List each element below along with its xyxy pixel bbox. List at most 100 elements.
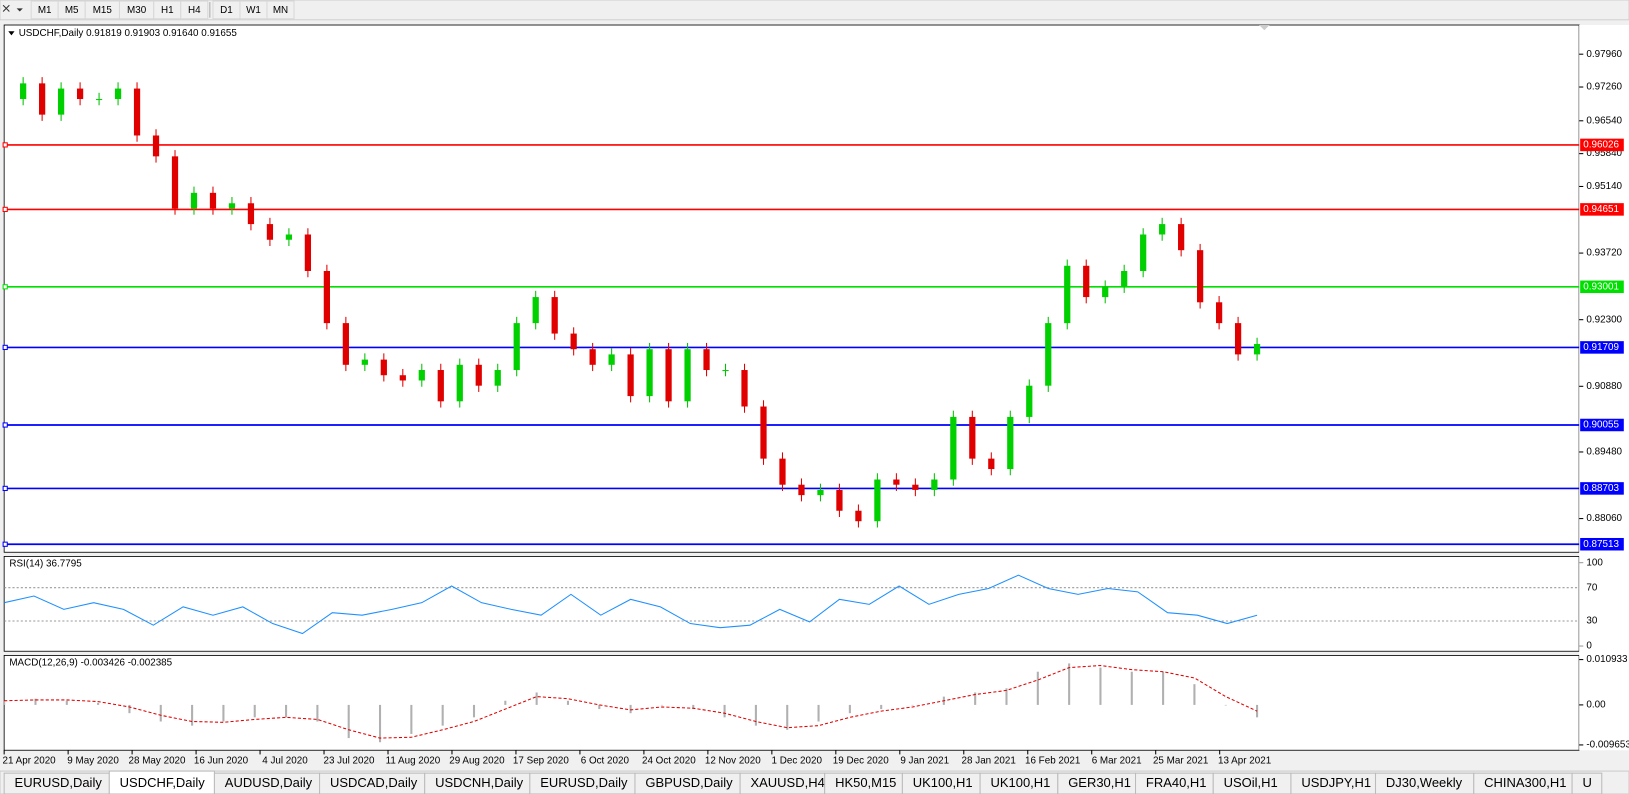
tab-label[interactable]: UK100,H1 xyxy=(913,775,973,790)
price-tick-label: 0.95140 xyxy=(1586,181,1622,192)
date-label: 13 Apr 2021 xyxy=(1218,755,1272,766)
candle xyxy=(608,354,615,365)
candle xyxy=(817,489,824,496)
timeframe-button[interactable] xyxy=(180,0,209,20)
tab-label[interactable]: CHINA300,H1 xyxy=(1484,775,1566,790)
timeframe-label[interactable]: H1 xyxy=(161,5,174,16)
date-label: 11 Aug 2020 xyxy=(386,755,441,766)
main-panel xyxy=(3,24,1580,553)
tab-label[interactable]: HK50,M15 xyxy=(835,775,896,790)
tab-label[interactable]: XAUUSD,H4 xyxy=(751,775,825,790)
date-label: 4 Jul 2020 xyxy=(262,755,308,766)
date-label: 25 Mar 2021 xyxy=(1153,755,1209,766)
macd-bar xyxy=(1224,704,1227,706)
candle xyxy=(323,270,330,324)
candle xyxy=(171,156,179,209)
candle xyxy=(133,88,141,136)
timeframe-button[interactable] xyxy=(266,0,295,20)
macd-bar xyxy=(1005,688,1008,705)
timeframe-label[interactable]: W1 xyxy=(246,5,261,16)
timeframe-label[interactable]: H4 xyxy=(188,5,201,16)
chart-header: USDCHF,Daily 0.91819 0.91903 0.91640 0.9… xyxy=(19,28,238,39)
candle xyxy=(190,192,198,209)
level-label: 0.90055 xyxy=(1583,420,1619,431)
candle xyxy=(494,370,501,386)
level-label-bg xyxy=(1580,138,1624,152)
tab[interactable] xyxy=(1571,772,1603,794)
timeframe-label[interactable]: M15 xyxy=(93,5,113,16)
candle xyxy=(152,135,160,157)
tab-label[interactable]: AUDUSD,Daily xyxy=(225,775,313,790)
shift-marker xyxy=(1259,25,1270,31)
macd-bar xyxy=(410,704,413,734)
date-label: 28 Jan 2021 xyxy=(962,755,1017,766)
candle xyxy=(304,234,312,271)
macd-bar xyxy=(504,700,507,705)
candle xyxy=(209,192,217,209)
tab-label[interactable]: USDCHF,Daily xyxy=(120,775,206,790)
tab-label[interactable]: DJ30,Weekly xyxy=(1386,775,1463,790)
candle xyxy=(1253,343,1261,355)
macd-bar xyxy=(754,704,757,726)
date-label: 6 Mar 2021 xyxy=(1092,755,1142,766)
date-label: 9 Jan 2021 xyxy=(900,755,949,766)
tab-label[interactable]: USDJPY,H1 xyxy=(1301,775,1371,790)
macd-bar xyxy=(692,704,695,710)
candle xyxy=(836,489,843,511)
timeframe-label[interactable]: D1 xyxy=(220,5,233,16)
macd-bar xyxy=(911,704,914,706)
macd-bar xyxy=(97,702,100,705)
tab-label[interactable]: UK100,H1 xyxy=(990,775,1050,790)
tab-label[interactable]: USDCAD,Daily xyxy=(330,775,418,790)
date-label: 29 Aug 2020 xyxy=(449,755,505,766)
timeframe-label[interactable]: MN xyxy=(273,5,288,16)
macd-bar xyxy=(1068,663,1071,705)
rsi-tick-label: 30 xyxy=(1586,616,1597,627)
candle xyxy=(1197,250,1204,303)
toolbar-icon[interactable] xyxy=(2,4,10,12)
candle xyxy=(893,479,900,485)
tab-label[interactable]: USDCNH,Daily xyxy=(435,775,523,790)
candle xyxy=(380,359,387,376)
tab-label[interactable]: U xyxy=(1582,775,1591,790)
candle xyxy=(76,88,84,100)
candle xyxy=(1026,385,1033,417)
level-label-bg xyxy=(1580,203,1624,216)
candle xyxy=(342,323,349,365)
timeframe-label[interactable]: M1 xyxy=(38,5,52,16)
rsi-tick-label: 100 xyxy=(1586,557,1603,568)
rsi-tick-label: 0 xyxy=(1586,641,1592,652)
level-handle xyxy=(2,142,8,148)
tab-label[interactable]: USOil,H1 xyxy=(1224,775,1278,790)
tab-label[interactable]: EURUSD,Daily xyxy=(15,775,103,790)
tab-label[interactable]: GER30,H1 xyxy=(1068,775,1131,790)
macd-panel xyxy=(3,654,1580,751)
date-label: 28 May 2020 xyxy=(129,755,187,766)
level-label-bg xyxy=(1580,418,1624,432)
candle xyxy=(874,479,881,522)
toolbar-dropdown[interactable] xyxy=(16,8,23,12)
tab-label[interactable]: FRA40,H1 xyxy=(1146,775,1207,790)
macd-bar xyxy=(34,698,37,705)
tab-label[interactable]: EURUSD,Daily xyxy=(540,775,628,790)
macd-bar xyxy=(347,704,350,739)
level-label-bg xyxy=(1580,537,1624,551)
timeframe-label[interactable]: M5 xyxy=(65,5,79,16)
price-tick-label: 0.96540 xyxy=(1586,115,1622,126)
candle xyxy=(57,88,65,115)
date-label: 16 Feb 2021 xyxy=(1025,755,1081,766)
candle xyxy=(513,323,520,371)
level-label: 0.94651 xyxy=(1583,204,1619,215)
level-label: 0.96026 xyxy=(1583,140,1619,151)
candle xyxy=(1178,224,1185,251)
candle xyxy=(247,203,255,225)
candle xyxy=(437,370,444,402)
date-label: 23 Jul 2020 xyxy=(323,755,374,766)
macd-bar xyxy=(441,704,444,726)
level-label: 0.91709 xyxy=(1583,342,1619,353)
macd-tick-label: 0.00 xyxy=(1586,700,1606,711)
tab-label[interactable]: GBPUSD,Daily xyxy=(645,775,733,790)
rsi-panel xyxy=(3,556,1580,652)
price-tick-label: 0.97960 xyxy=(1586,49,1622,60)
timeframe-label[interactable]: M30 xyxy=(127,5,147,16)
